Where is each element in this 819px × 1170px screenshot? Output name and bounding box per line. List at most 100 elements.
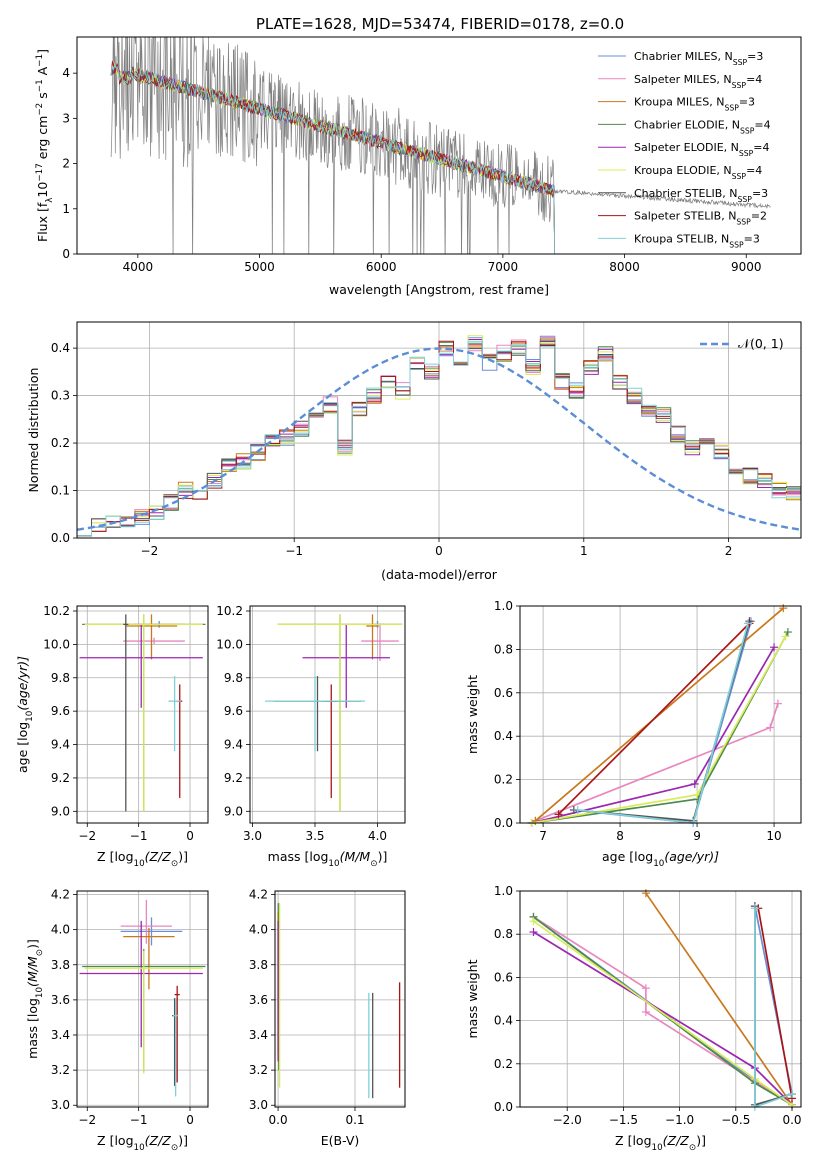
y-tick-label: 0.1 <box>51 484 70 498</box>
x-tick-label: −1.5 <box>609 1113 638 1127</box>
y-tick-label: 0.4 <box>494 1014 513 1028</box>
x-tick-label: 0 <box>186 1113 194 1127</box>
x-tick-label: −2 <box>78 829 96 843</box>
axes-mass-vs-Z: −2 −1 0 3.0 3.2 3.4 3.6 3.8 4.0 4.2 Z [log10(Z/Z⊙)… <box>25 888 209 1153</box>
y-tick-label: 0.6 <box>494 686 513 700</box>
histogram-salpeter-stelib <box>77 340 801 538</box>
y-tick-label: 9.2 <box>51 771 70 785</box>
plot-area-residuals <box>77 335 801 538</box>
legend-item-salpeter-elodie: Salpeter ELODIE, NSSP=4 <box>598 141 770 158</box>
x-tick-label: −1 <box>285 544 303 558</box>
legend-item-chabrier-elodie: Chabrier ELODIE, NSSP=4 <box>598 118 771 135</box>
axes-spectrum: 4000 5000 6000 7000 8000 9000 0 1 2 3 4 wavelength … <box>35 36 802 297</box>
y-tick-label: 3.2 <box>249 1063 268 1077</box>
axes-frame <box>519 605 802 824</box>
x-axis-label: E(B-V) <box>321 1133 360 1148</box>
x-tick-label: 0.0 <box>269 1113 288 1127</box>
series-line <box>757 908 793 1099</box>
y-tick-label: 9.6 <box>224 704 243 718</box>
y-tick-label: 4.2 <box>51 888 70 902</box>
x-tick-label: 10 <box>766 829 781 843</box>
weight-line-chabrier-elodie <box>527 628 792 827</box>
x-tick-label: −2 <box>78 1113 96 1127</box>
x-axis-label: mass [log10(M/M⊙)] <box>268 849 388 869</box>
x-tick-label: 3.0 <box>243 829 262 843</box>
x-tick-label: 9000 <box>731 260 762 274</box>
histogram-kroupa-stelib <box>77 340 801 538</box>
y-tick-label: 3.4 <box>249 1028 268 1042</box>
histogram-chabrier-miles <box>77 335 801 538</box>
legend-label: Kroupa MILES, NSSP=3 <box>634 96 755 113</box>
x-tick-label: −1 <box>130 829 148 843</box>
axes-frame <box>274 890 406 1108</box>
legend-label: Chabrier MILES, NSSP=3 <box>634 50 763 67</box>
y-tick-label: 9.0 <box>51 804 70 818</box>
y-tick-label: 0.8 <box>494 927 513 941</box>
y-tick-label: 0.4 <box>51 341 70 355</box>
y-tick-label: 2 <box>62 157 70 171</box>
y-tick-label: 1 <box>62 202 70 216</box>
y-tick-label: 0.3 <box>51 389 70 403</box>
y-axis-label: mass weight <box>465 675 480 754</box>
legend: Chabrier MILES, NSSP=3 Salpeter MILES, NS… <box>598 50 771 249</box>
axes-frame <box>76 605 209 824</box>
x-axis-label: Z [log10(Z/Z⊙)] <box>615 1133 706 1153</box>
y-tick-label: 9.2 <box>224 771 243 785</box>
errorbar-kroupa-stelib <box>168 676 181 752</box>
legend-label: Chabrier ELODIE, NSSP=4 <box>634 118 771 135</box>
y-tick-label: 3.0 <box>249 1098 268 1112</box>
legend-item-kroupa-elodie: Kroupa ELODIE, NSSP=4 <box>598 164 762 181</box>
x-tick-label: −2.0 <box>553 1113 582 1127</box>
legend-item-salpeter-miles: Salpeter MILES, NSSP=4 <box>598 73 762 89</box>
observed-spectrum <box>110 37 771 254</box>
x-tick-label: 6000 <box>366 260 397 274</box>
y-tick-label: 9.8 <box>51 671 70 685</box>
y-tick-label: 3.6 <box>51 993 70 1007</box>
y-tick-label: 0.0 <box>494 1100 513 1114</box>
y-tick-label: 3.2 <box>51 1063 70 1077</box>
y-tick-label: 10.2 <box>216 604 243 618</box>
figure-title: PLATE=1628, MJD=53474, FIBERID=0178, z=0… <box>256 15 624 33</box>
y-tick-label: 0.0 <box>494 816 513 830</box>
x-tick-label: 0 <box>186 829 194 843</box>
plot-area-spectrum <box>110 37 771 254</box>
y-tick-label: 0.2 <box>51 436 70 450</box>
y-tick-label: 0.8 <box>494 642 513 656</box>
axes-weight-vs-age: 7 8 9 10 0.0 0.2 0.4 0.6 0.8 1.0 age [log10(age/yr… <box>465 599 802 869</box>
x-tick-label: 5000 <box>244 260 275 274</box>
errorbar-salpeter-elodie <box>79 920 203 1048</box>
weight-line-salpeter-elodie <box>527 643 779 827</box>
series-line <box>573 620 752 824</box>
y-tick-label: 9.4 <box>224 738 243 752</box>
y-tick-label: 0.6 <box>494 970 513 984</box>
x-tick-label: 0.0 <box>782 1113 801 1127</box>
y-tick-label: 0.2 <box>494 1057 513 1071</box>
axes-frame <box>76 890 209 1108</box>
plot-area-mass-vs-EBV <box>277 903 401 1099</box>
legend-label: Kroupa ELODIE, NSSP=4 <box>634 164 762 181</box>
errorbar-chabrier-stelib <box>123 614 129 812</box>
y-tick-label: 4 <box>62 66 70 80</box>
y-tick-label: 10.0 <box>43 637 70 651</box>
errorbar-kroupa-elodie <box>277 614 403 812</box>
x-axis-label: (data-model)/error <box>381 567 498 582</box>
x-axis-label: Z [log10(Z/Z⊙)] <box>97 849 188 869</box>
errorbar-salpeter-miles <box>361 624 399 662</box>
x-tick-label: −1.0 <box>665 1113 694 1127</box>
x-tick-label: 7 <box>539 829 547 843</box>
plot-area-age-vs-mass <box>265 614 403 812</box>
y-tick-label: 9.8 <box>224 671 243 685</box>
axes-frame <box>519 890 802 1108</box>
errorbar-kroupa-miles <box>123 927 175 990</box>
axes-frame <box>76 36 802 255</box>
plot-area-mass-vs-Z <box>79 899 206 1097</box>
axes-weight-vs-Z: −2.0 −1.5 −1.0 −0.5 0.0 0.0 0.2 0.4 0.6 0.8 1.0 Z [… <box>465 884 802 1153</box>
y-tick-label: 0.0 <box>51 531 70 545</box>
series-line <box>531 631 789 824</box>
x-tick-label: 7000 <box>488 260 519 274</box>
plot-area-age-vs-Z <box>79 614 206 812</box>
y-tick-label: 4.0 <box>249 923 268 937</box>
x-tick-label: 8 <box>616 829 624 843</box>
x-tick-label: 0.1 <box>345 1113 364 1127</box>
errorbar-chabrier-stelib <box>172 998 178 1086</box>
